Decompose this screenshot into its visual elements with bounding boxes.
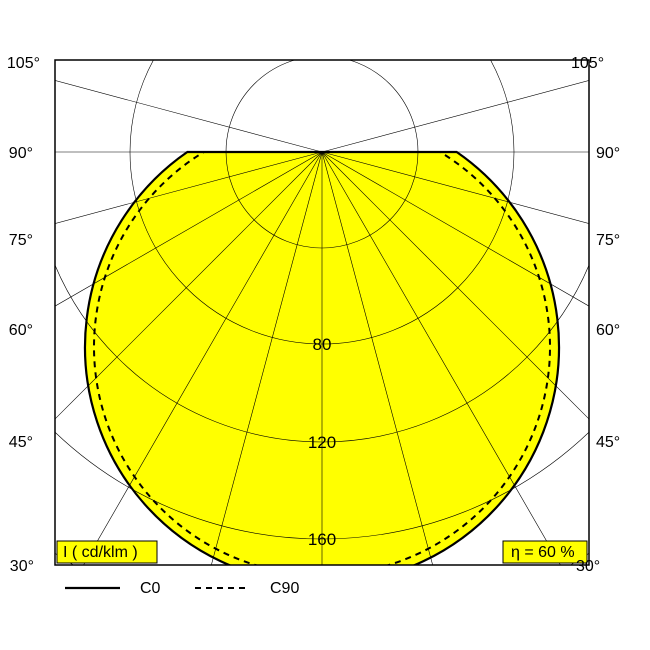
angle-label-right: 45° [596,434,620,451]
angle-label-right: 75° [596,232,620,249]
unit-label: I ( cd/klm ) [63,544,138,561]
angle-label-left: 105° [7,55,40,72]
angle-label-left: 30° [10,558,34,575]
angle-label-right: 90° [596,145,620,162]
polar-chart-container: 80 120 160 I ( cd/klm ) η = 60 % 105° 90° 75° 60… [0,0,650,650]
ring-label: 120 [308,433,336,452]
angle-label-left: 75° [9,232,33,249]
angle-label-left: 60° [9,322,33,339]
angle-label-right: 60° [596,322,620,339]
angle-label-left: 45° [9,434,33,451]
ring-label: 80 [313,335,332,354]
angle-label-left: 90° [9,145,33,162]
legend-c90: C90 [270,580,299,597]
polar-chart: 80 120 160 I ( cd/klm ) η = 60 % 105° 90° 75° 60… [0,0,650,650]
ring-label: 160 [308,530,336,549]
eta-label: η = 60 % [511,544,575,561]
legend-c0: C0 [140,580,161,597]
angle-label-right: 30° [576,558,600,575]
angle-label-right: 105° [571,55,604,72]
